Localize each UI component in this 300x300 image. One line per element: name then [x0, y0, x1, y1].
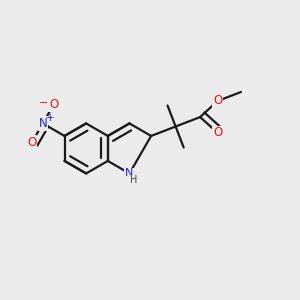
Text: N: N	[125, 168, 134, 178]
Text: O: O	[27, 136, 37, 149]
Text: O: O	[49, 98, 58, 111]
Text: O: O	[213, 127, 222, 140]
Text: O: O	[213, 94, 222, 107]
Text: N: N	[38, 117, 47, 130]
Text: H: H	[130, 175, 137, 185]
Text: −: −	[39, 98, 49, 108]
Text: +: +	[46, 113, 55, 123]
